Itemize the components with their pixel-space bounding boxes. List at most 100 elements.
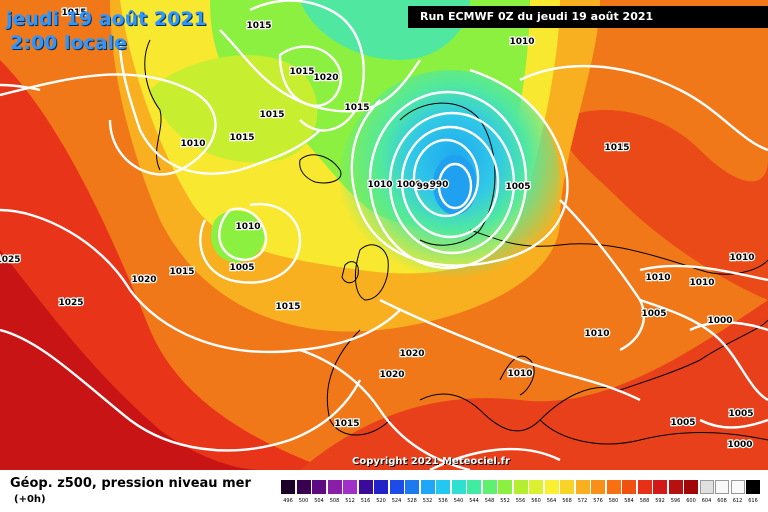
color-scale-swatch (374, 480, 388, 494)
color-scale-label: 560 (531, 498, 541, 504)
color-scale-swatch (544, 480, 559, 494)
color-scale-swatch (389, 480, 404, 494)
field-lightgreen-iceland (150, 55, 318, 163)
pressure-label: 1025 (58, 298, 83, 308)
color-scale-label: 584 (624, 498, 634, 504)
color-scale-swatch (560, 480, 574, 494)
pressure-label: 1020 (131, 275, 156, 285)
color-scale-label: 540 (453, 498, 464, 504)
color-scale-swatch (513, 480, 528, 494)
color-scale-label: 580 (608, 498, 619, 504)
color-scale-label: 520 (376, 498, 386, 504)
pressure-label: 1000 (727, 440, 752, 450)
legend-step: (+0h) (14, 494, 46, 505)
color-scale-label: 608 (717, 498, 727, 504)
color-scale-swatch (420, 480, 435, 494)
color-scale-swatch (684, 480, 698, 494)
color-scale-label: 496 (283, 498, 293, 504)
pressure-label: 1005 (505, 182, 530, 192)
pressure-label: 1010 (584, 329, 609, 339)
color-scale-swatch (606, 480, 621, 494)
map-area: 1015 1015 1015 1020 1015 1010 1015 1015 … (0, 0, 768, 470)
pressure-label: 1010 (689, 278, 714, 288)
pressure-label: 1005 (641, 309, 666, 319)
pressure-label: 1015 (604, 143, 629, 153)
color-scale-label: 604 (701, 498, 712, 504)
forecast-local-time: 2:00 locale (10, 32, 127, 54)
pressure-label: 1010 (180, 139, 205, 149)
pressure-label: 1015 (334, 419, 359, 429)
color-scale-label: 524 (391, 498, 402, 504)
pressure-label: 1005 (229, 263, 254, 273)
pressure-labels: 1015 1015 1015 1020 1015 1010 1015 1015 … (0, 7, 756, 451)
color-scale-label: 516 (360, 498, 371, 504)
color-scale-label: 500 (298, 498, 309, 504)
pressure-label: 1015 (61, 8, 86, 18)
color-scale-label: 536 (438, 498, 448, 504)
color-scale-label: 568 (562, 498, 572, 504)
field-red-east (560, 110, 768, 300)
color-scale-label: 508 (329, 498, 340, 504)
pressure-label: 1015 (259, 110, 284, 120)
pressure-label: 1005 (728, 409, 753, 419)
color-scale-swatch (482, 480, 497, 494)
pressure-label: 995 (417, 182, 436, 192)
pressure-label: 1010 (367, 180, 392, 190)
color-scale-swatch (715, 480, 729, 494)
pressure-label: 1010 (507, 369, 532, 379)
pressure-label: 1010 (509, 37, 534, 47)
pressure-label: 990 (430, 180, 449, 190)
pressure-label: 1015 (289, 67, 314, 77)
color-scale-swatch (327, 480, 342, 494)
legend-title: Géop. z500, pression niveau mer (10, 476, 251, 491)
color-scale-swatch (637, 480, 652, 494)
color-scale-swatch (498, 480, 512, 494)
pressure-label: 1015 (229, 133, 254, 143)
pressure-label: 1015 (169, 267, 194, 277)
pressure-label: 1020 (379, 370, 404, 380)
field-red-south (300, 300, 768, 470)
isobars (0, 0, 768, 470)
color-scale-swatch (668, 480, 683, 494)
copyright-notice: Copyright 2021 Meteociel.fr (352, 456, 510, 467)
color-scale-label: 592 (655, 498, 665, 504)
color-scale-label: 564 (546, 498, 557, 504)
pressure-label: 1015 (246, 21, 271, 31)
color-scale-swatch (699, 480, 714, 494)
color-scale-label: 504 (314, 498, 324, 504)
field-darkred-west (0, 250, 260, 470)
color-scale-swatch (529, 480, 543, 494)
color-scale-label: 612 (732, 498, 743, 504)
color-scale-swatch (296, 480, 311, 494)
pressure-label: 1020 (313, 73, 338, 83)
color-scale-label: 600 (686, 498, 696, 504)
color-scale-swatch (312, 480, 326, 494)
color-scale-label: 556 (515, 498, 526, 504)
color-scale-label: 528 (407, 498, 417, 504)
color-scale-swatch (622, 480, 636, 494)
color-scale-swatch (467, 480, 481, 494)
pressure-label: 1010 (645, 273, 670, 283)
color-scale-label: 616 (748, 498, 758, 504)
pressure-label: 1000 (707, 316, 732, 326)
color-scale-swatch (436, 480, 450, 494)
color-scale-swatch (451, 480, 466, 494)
color-scale-swatch (653, 480, 667, 494)
color-scale-swatch (358, 480, 373, 494)
pressure-label: 1015 (275, 302, 300, 312)
color-scale-label: 552 (500, 498, 510, 504)
model-run-info: Run ECMWF 0Z du jeudi 19 août 2021 (408, 6, 768, 28)
color-scale-label: 572 (577, 498, 588, 504)
pressure-label: 1025 (0, 255, 21, 265)
color-scale-label: 548 (484, 498, 495, 504)
color-scale-swatch (343, 480, 357, 494)
legend: Géop. z500, pression niveau mer (+0h) 49… (0, 470, 768, 512)
color-scale-label: 588 (639, 498, 650, 504)
pressure-label: 1015 (344, 103, 369, 113)
pressure-label: 1010 (235, 222, 260, 232)
pressure-label: 1000 (396, 180, 421, 190)
color-scale-label: 544 (469, 498, 479, 504)
weather-map: 1015 1015 1015 1020 1015 1010 1015 1015 … (0, 0, 768, 470)
pressure-label: 1020 (399, 349, 424, 359)
